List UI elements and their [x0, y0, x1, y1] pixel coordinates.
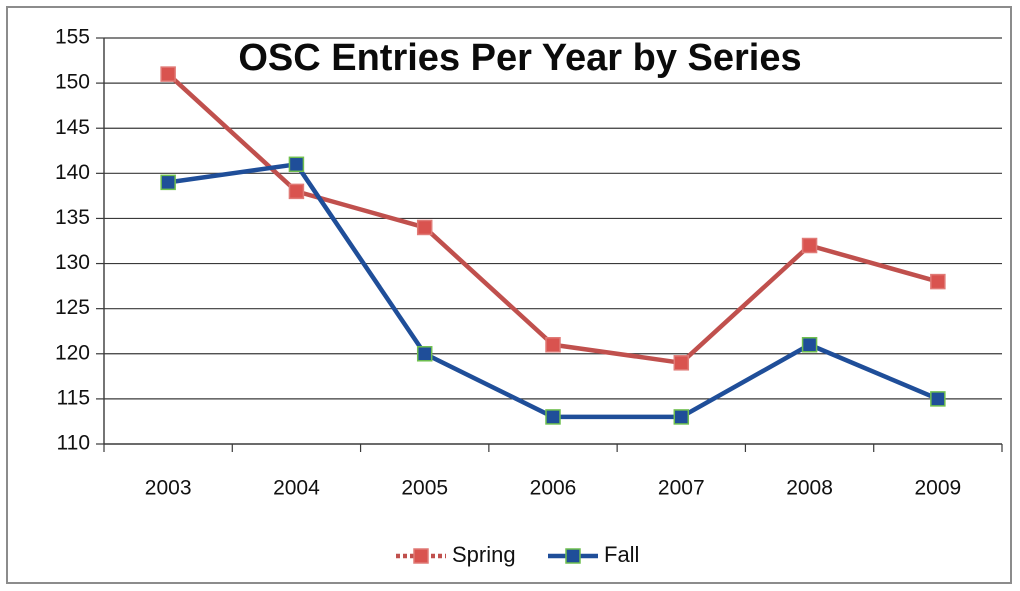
- x-tick-label: 2009: [914, 477, 961, 500]
- data-point: [288, 183, 305, 200]
- data-point: [673, 409, 690, 425]
- legend-label: Fall: [604, 542, 639, 567]
- series-line: [165, 162, 941, 420]
- series-group: [160, 66, 946, 425]
- x-tick-label: 2007: [658, 477, 705, 500]
- data-point: [288, 156, 305, 173]
- chart-title: OSC Entries Per Year by Series: [238, 37, 801, 79]
- data-point: [416, 346, 433, 362]
- x-tick-label: 2008: [786, 477, 833, 500]
- legend-label: Spring: [452, 542, 516, 567]
- series-spring: [160, 66, 946, 371]
- y-tick-label: 130: [55, 251, 90, 274]
- data-point: [545, 337, 561, 353]
- legend-item-spring: Spring: [396, 542, 516, 567]
- y-tick-label: 140: [55, 161, 90, 184]
- legend-marker: [565, 548, 581, 564]
- legend-marker: [413, 548, 429, 564]
- y-axis-ticks: 110 115 120 125 130 135 140 145 150 155: [55, 26, 90, 455]
- chart-frame: [6, 6, 1012, 584]
- axes: [96, 37, 1003, 452]
- x-tick-label: 2003: [145, 477, 192, 500]
- y-tick-label: 115: [57, 386, 90, 409]
- y-tick-label: 125: [55, 296, 90, 319]
- legend-item-fall: Fall: [548, 542, 639, 567]
- data-point: [801, 337, 818, 353]
- data-point: [801, 237, 818, 254]
- data-point: [545, 409, 561, 425]
- data-point: [160, 174, 176, 191]
- y-tick-label: 145: [55, 116, 90, 139]
- data-point: [416, 219, 433, 236]
- x-tick-label: 2006: [530, 477, 577, 500]
- y-tick-label: 110: [57, 432, 90, 455]
- y-tick-label: 150: [55, 71, 90, 94]
- data-point: [930, 391, 946, 407]
- x-tick-label: 2004: [273, 477, 320, 500]
- data-point: [673, 355, 690, 371]
- y-tick-label: 135: [55, 206, 90, 229]
- y-tick-label: 120: [55, 341, 90, 364]
- y-tick-label: 155: [55, 26, 90, 49]
- x-tick-label: 2005: [401, 477, 448, 500]
- x-axis-ticks: 2003 2004 2005 2006 2007 2008 2009: [145, 477, 961, 500]
- legend: Spring Fall: [396, 542, 639, 567]
- data-point: [160, 66, 176, 82]
- gridlines: [104, 37, 1002, 400]
- series-fall: [160, 156, 946, 425]
- data-point: [930, 273, 946, 290]
